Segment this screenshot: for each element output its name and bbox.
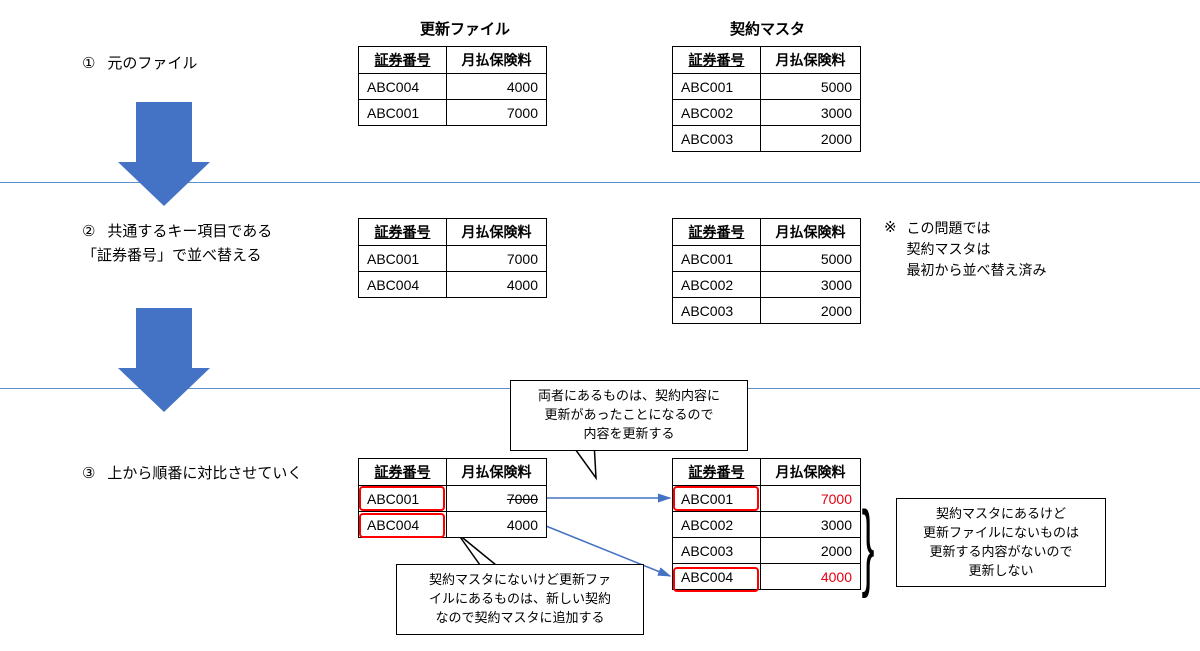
th-premium: 月払保険料	[447, 459, 547, 486]
step1-num: ①	[82, 55, 95, 72]
step2-label-wrap: ② 共通するキー項目である 「証券番号」で並べ替える	[82, 220, 272, 268]
s3-update-table-wrap: 証券番号 月払保険料 ABC001 7000 ABC004 4000	[358, 458, 547, 538]
cell-val: 3000	[761, 512, 861, 538]
cell-code: ABC001	[673, 486, 761, 512]
heading-update-file: 更新ファイル	[420, 18, 510, 39]
cell-val: 4000	[447, 74, 547, 100]
th-premium: 月払保険料	[761, 459, 861, 486]
cell-val: 4000	[761, 564, 861, 590]
step3-label: 上から順番に対比させていく	[107, 465, 302, 482]
step1-label: 元のファイル	[107, 55, 197, 72]
cell-code: ABC003	[673, 298, 761, 324]
s1-master-table: 証券番号 月払保険料 ABC0015000 ABC0023000 ABC0032…	[672, 46, 861, 152]
s1-update-table-wrap: 証券番号 月払保険料 ABC0044000 ABC0017000	[358, 46, 547, 126]
cell-val: 5000	[761, 74, 861, 100]
th-policy-no: 証券番号	[673, 47, 761, 74]
step2-label: 共通するキー項目である 「証券番号」で並べ替える	[82, 223, 272, 264]
s1-master-table-wrap: 証券番号 月払保険料 ABC0015000 ABC0023000 ABC0032…	[672, 46, 861, 152]
step3-num: ③	[82, 465, 95, 482]
s3-update-table: 証券番号 月払保険料 ABC001 7000 ABC004 4000	[358, 458, 547, 538]
cell-val: 2000	[761, 126, 861, 152]
callout-right: 契約マスタにあるけど 更新ファイルにないものは 更新する内容がないので 更新しな…	[896, 498, 1106, 587]
cell-val: 3000	[761, 272, 861, 298]
cell-code: ABC002	[673, 512, 761, 538]
big-arrow-1	[118, 102, 210, 206]
step3-label-wrap: ③ 上から順番に対比させていく	[82, 462, 302, 483]
cell-code: ABC002	[673, 272, 761, 298]
th-premium: 月払保険料	[761, 219, 861, 246]
cell-code: ABC002	[673, 100, 761, 126]
cell-val: 7000	[761, 486, 861, 512]
section-rule-1	[0, 182, 1200, 183]
note-text: この問題では 契約マスタは 最初から並べ替え済み	[906, 218, 1046, 281]
cell-code: ABC001	[359, 246, 447, 272]
cell-code: ABC001	[359, 486, 447, 512]
cell-val: 3000	[761, 100, 861, 126]
step1-label-wrap: ① 元のファイル	[82, 52, 197, 73]
th-policy-no: 証券番号	[359, 47, 447, 74]
heading-contract-master: 契約マスタ	[730, 18, 805, 39]
cell-code: ABC004	[673, 564, 761, 590]
cell-val: 4000	[447, 512, 547, 538]
cell-code: ABC004	[359, 272, 447, 298]
cell-val: 7000	[447, 246, 547, 272]
callout-bottom-tail	[458, 534, 496, 565]
cell-code: ABC001	[359, 100, 447, 126]
th-policy-no: 証券番号	[359, 459, 447, 486]
th-premium: 月払保険料	[447, 219, 547, 246]
callout-bottom: 契約マスタにないけど更新ファ イルにあるものは、新しい契約 なので契約マスタに追…	[396, 564, 644, 635]
cell-code: ABC001	[673, 74, 761, 100]
cell-code: ABC003	[673, 126, 761, 152]
s2-update-table: 証券番号 月払保険料 ABC0017000 ABC0044000	[358, 218, 547, 298]
th-policy-no: 証券番号	[673, 219, 761, 246]
cell-val: 7000	[447, 100, 547, 126]
s3-master-table: 証券番号 月払保険料 ABC001 7000 ABC002 3000 ABC00…	[672, 458, 861, 590]
th-premium: 月払保険料	[761, 47, 861, 74]
s3-master-table-wrap: 証券番号 月払保険料 ABC001 7000 ABC002 3000 ABC00…	[672, 458, 861, 590]
cell-val: 2000	[761, 298, 861, 324]
cell-code: ABC003	[673, 538, 761, 564]
cell-code: ABC004	[359, 74, 447, 100]
s2-update-table-wrap: 証券番号 月払保険料 ABC0017000 ABC0044000	[358, 218, 547, 298]
callout-top: 両者にあるものは、契約内容に 更新があったことになるので 内容を更新する	[510, 380, 748, 451]
th-premium: 月払保険料	[447, 47, 547, 74]
th-policy-no: 証券番号	[673, 459, 761, 486]
cell-val: 4000	[447, 272, 547, 298]
big-arrow-2	[118, 308, 210, 412]
th-policy-no: 証券番号	[359, 219, 447, 246]
brace-right: }	[862, 498, 875, 594]
cell-val: 5000	[761, 246, 861, 272]
cell-val: 2000	[761, 538, 861, 564]
cell-code: ABC004	[359, 512, 447, 538]
cell-val: 7000	[447, 486, 547, 512]
s1-update-table: 証券番号 月払保険料 ABC0044000 ABC0017000	[358, 46, 547, 126]
note-mark: ※	[884, 219, 897, 236]
diagram-stage: 更新ファイル 契約マスタ ① 元のファイル 証券番号 月払保険料 ABC0044…	[40, 10, 1160, 641]
step2-num: ②	[82, 223, 95, 240]
s2-master-table: 証券番号 月払保険料 ABC0015000 ABC0023000 ABC0032…	[672, 218, 861, 324]
cell-code: ABC001	[673, 246, 761, 272]
step2-note: ※ この問題では 契約マスタは 最初から並べ替え済み	[884, 218, 1046, 281]
s2-master-table-wrap: 証券番号 月払保険料 ABC0015000 ABC0023000 ABC0032…	[672, 218, 861, 324]
